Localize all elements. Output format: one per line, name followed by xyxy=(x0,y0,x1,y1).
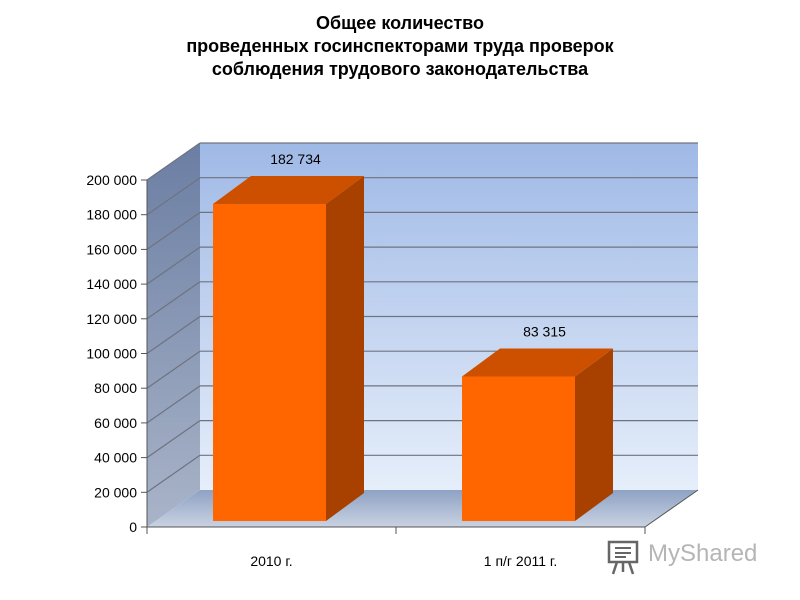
x-tick-label: 1 п/г 2011 г. xyxy=(484,553,557,569)
bars xyxy=(213,175,613,521)
gridline-side xyxy=(146,385,201,424)
gridline-side xyxy=(146,316,201,354)
chart-title-line-2: проведенных госинспекторами труда провер… xyxy=(186,36,614,56)
bar-top xyxy=(213,175,364,204)
x-tick-label: 2010 г. xyxy=(250,553,292,569)
floor-edge xyxy=(644,489,699,528)
bar xyxy=(462,348,613,521)
data-label: 182 734 xyxy=(270,151,321,167)
gridline-side xyxy=(146,177,201,216)
chart-title: Общее количество проведенных госинспекто… xyxy=(0,12,800,81)
labels: 182 734 83 315 xyxy=(270,151,566,339)
y-tick-label: 120 000 xyxy=(86,311,137,327)
bar xyxy=(213,175,364,521)
bar-side xyxy=(326,175,364,521)
gridline-side xyxy=(146,454,201,493)
bar-front xyxy=(213,203,326,521)
gridline-side xyxy=(146,211,201,250)
y-tick-label: 100 000 xyxy=(86,346,137,362)
bar-side xyxy=(575,348,613,521)
gridline-side xyxy=(146,350,201,389)
y-tick-label: 40 000 xyxy=(94,450,137,466)
y-tick-label: 20 000 xyxy=(94,484,137,500)
y-tick-label: 200 000 xyxy=(86,172,137,188)
bar-top xyxy=(462,348,613,377)
axes: 0 20 000 40 000 60 000 80 000 100 000 120 000 1… xyxy=(86,172,699,569)
watermark-text: MyShared xyxy=(648,540,758,567)
y-tick-label: 80 000 xyxy=(94,380,137,396)
y-tick-label: 180 000 xyxy=(86,207,137,223)
y-tick-label: 60 000 xyxy=(94,415,137,431)
y-tick-label: 160 000 xyxy=(86,241,137,257)
data-label: 83 315 xyxy=(523,323,566,339)
watermark: MyShared xyxy=(606,536,776,576)
gridline-side xyxy=(146,420,201,459)
presentation-board-icon xyxy=(607,540,639,575)
bar-front xyxy=(462,376,575,521)
gridline-side xyxy=(146,246,201,285)
gridline-side xyxy=(146,142,201,181)
chart-title-line-3: соблюдения трудового законодательства xyxy=(211,59,589,79)
chart-title-line-1: Общее количество xyxy=(315,13,485,33)
y-tick-label: 0 xyxy=(129,519,137,535)
y-tick-label: 140 000 xyxy=(86,276,137,292)
gridline-side xyxy=(146,281,201,320)
